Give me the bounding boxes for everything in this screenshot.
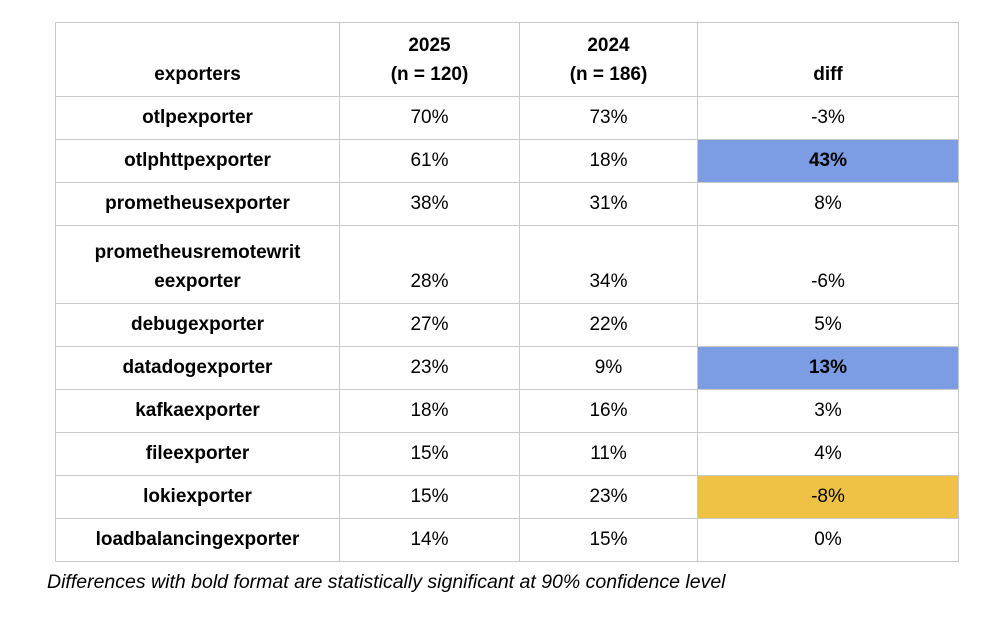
exporter-name-cell: datadogexporter [55,346,340,390]
table-row-kafkaexporter: kafkaexporter 18% 16% 3% [55,389,959,433]
exporter-name-cell: prometheusexporter [55,182,340,226]
table-row-fileexporter: fileexporter 15% 11% 4% [55,432,959,476]
value-2024-cell: 18% [519,139,698,183]
value-2025-cell: 28% [339,225,520,304]
diff-cell-highlighted-blue: 43% [697,139,959,183]
exporter-name-cell: lokiexporter [55,475,340,519]
diff-cell: 0% [697,518,959,562]
table-row-debugexporter: debugexporter 27% 22% 5% [55,303,959,347]
value-2025-cell: 27% [339,303,520,347]
exporters-table: exporters 2025 (n = 120) 2024 (n = 186) … [55,22,959,562]
table-header-row: exporters 2025 (n = 120) 2024 (n = 186) … [55,22,959,97]
value-2024-cell: 22% [519,303,698,347]
column-header-diff: diff [697,22,959,97]
value-2024-cell: 73% [519,96,698,140]
exporter-name-cell: kafkaexporter [55,389,340,433]
diff-cell: 8% [697,182,959,226]
value-2025-cell: 15% [339,432,520,476]
table-row-prometheusexporter: prometheusexporter 38% 31% 8% [55,182,959,226]
diff-cell: -6% [697,225,959,304]
value-2025-cell: 70% [339,96,520,140]
exporter-name-cell: fileexporter [55,432,340,476]
value-2025-cell: 15% [339,475,520,519]
diff-cell: 5% [697,303,959,347]
value-2025-cell: 18% [339,389,520,433]
value-2024-cell: 15% [519,518,698,562]
value-2025-cell: 23% [339,346,520,390]
value-2024-cell: 11% [519,432,698,476]
table-row-otlphttpexporter: otlphttpexporter 61% 18% 43% [55,139,959,183]
table-row-datadogexporter: datadogexporter 23% 9% 13% [55,346,959,390]
value-2024-cell: 31% [519,182,698,226]
diff-cell: 3% [697,389,959,433]
value-2025-cell: 61% [339,139,520,183]
exporter-name-cell: otlphttpexporter [55,139,340,183]
table-row-lokiexporter: lokiexporter 15% 23% -8% [55,475,959,519]
value-2025-cell: 38% [339,182,520,226]
significance-footnote: Differences with bold format are statist… [47,571,726,593]
diff-cell-highlighted-orange: -8% [697,475,959,519]
column-header-2024: 2024 (n = 186) [519,22,698,97]
table-row-prometheusremotewriteexporter: prometheusremotewrit eexporter 28% 34% -… [55,225,959,304]
diff-cell: -3% [697,96,959,140]
value-2024-cell: 16% [519,389,698,433]
diff-cell-highlighted-blue: 13% [697,346,959,390]
value-2024-cell: 9% [519,346,698,390]
value-2025-cell: 14% [339,518,520,562]
exporter-name-cell: debugexporter [55,303,340,347]
exporter-name-cell: loadbalancingexporter [55,518,340,562]
exporter-name-cell: prometheusremotewrit eexporter [55,225,340,304]
value-2024-cell: 23% [519,475,698,519]
column-header-2025: 2025 (n = 120) [339,22,520,97]
column-header-exporters: exporters [55,22,340,97]
table-row-otlpexporter: otlpexporter 70% 73% -3% [55,96,959,140]
diff-cell: 4% [697,432,959,476]
table-row-loadbalancingexporter: loadbalancingexporter 14% 15% 0% [55,518,959,562]
value-2024-cell: 34% [519,225,698,304]
exporter-name-cell: otlpexporter [55,96,340,140]
